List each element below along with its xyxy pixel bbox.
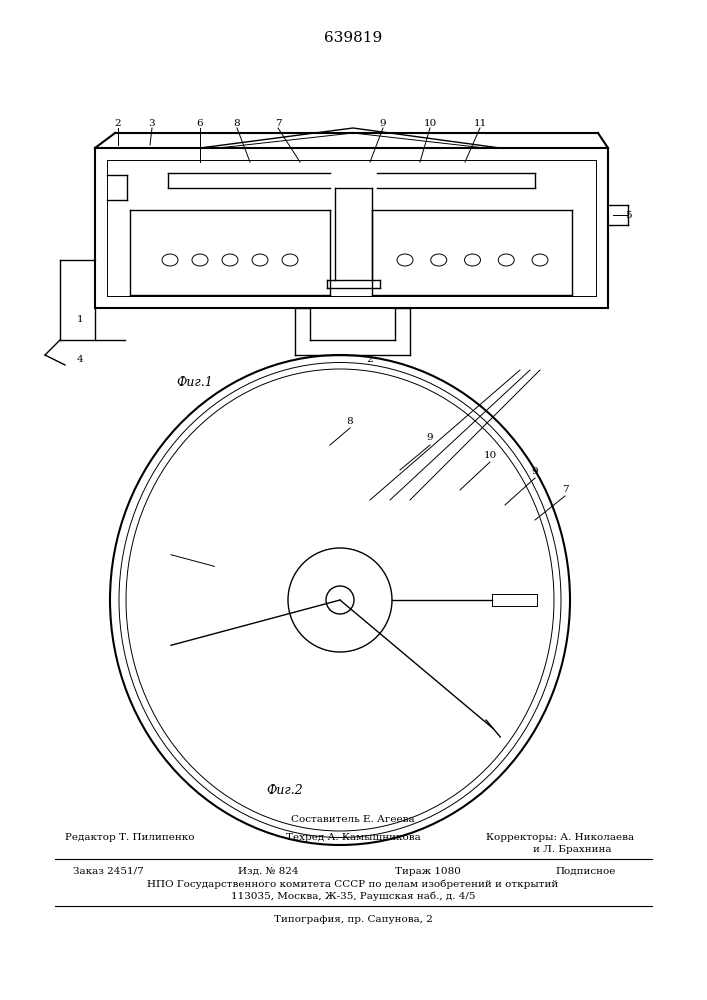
Text: 7: 7 bbox=[561, 486, 568, 494]
Text: Фиг.1: Фиг.1 bbox=[177, 375, 214, 388]
Text: Фиг.2: Фиг.2 bbox=[267, 784, 303, 796]
Text: Заказ 2451/7: Заказ 2451/7 bbox=[73, 866, 144, 876]
Text: Изд. № 824: Изд. № 824 bbox=[238, 866, 298, 876]
Text: 6: 6 bbox=[197, 118, 204, 127]
Text: Составитель Е. Агеева: Составитель Е. Агеева bbox=[291, 816, 415, 824]
Text: 2: 2 bbox=[367, 356, 373, 364]
Text: 4: 4 bbox=[76, 356, 83, 364]
Text: 7: 7 bbox=[275, 118, 281, 127]
Text: 9: 9 bbox=[427, 434, 433, 442]
Text: 10: 10 bbox=[423, 118, 437, 127]
Text: и Л. Брахнина: и Л. Брахнина bbox=[533, 844, 612, 854]
Text: 8: 8 bbox=[346, 418, 354, 426]
Text: Типография, пр. Сапунова, 2: Типография, пр. Сапунова, 2 bbox=[274, 914, 433, 924]
Text: 2: 2 bbox=[115, 118, 122, 127]
Text: Корректоры: А. Николаева: Корректоры: А. Николаева bbox=[486, 832, 634, 842]
Text: 3: 3 bbox=[148, 118, 156, 127]
Text: 1: 1 bbox=[76, 316, 83, 324]
Text: Редактор Т. Пилипенко: Редактор Т. Пилипенко bbox=[65, 832, 194, 842]
Text: 113035, Москва, Ж-35, Раушская наб., д. 4/5: 113035, Москва, Ж-35, Раушская наб., д. … bbox=[230, 891, 475, 901]
Text: 8: 8 bbox=[234, 118, 240, 127]
Text: 10: 10 bbox=[484, 450, 496, 460]
Text: Тираж 1080: Тираж 1080 bbox=[395, 866, 461, 876]
Text: 11: 11 bbox=[474, 118, 486, 127]
Text: НПО Государственного комитета СССР по делам изобретений и открытий: НПО Государственного комитета СССР по де… bbox=[147, 879, 559, 889]
Text: 9: 9 bbox=[532, 468, 538, 477]
Text: 5: 5 bbox=[625, 211, 631, 220]
Text: Техред А. Камышникова: Техред А. Камышникова bbox=[286, 832, 421, 842]
Text: 639819: 639819 bbox=[324, 31, 382, 45]
Text: Подписное: Подписное bbox=[556, 866, 617, 876]
Text: 9: 9 bbox=[380, 118, 386, 127]
